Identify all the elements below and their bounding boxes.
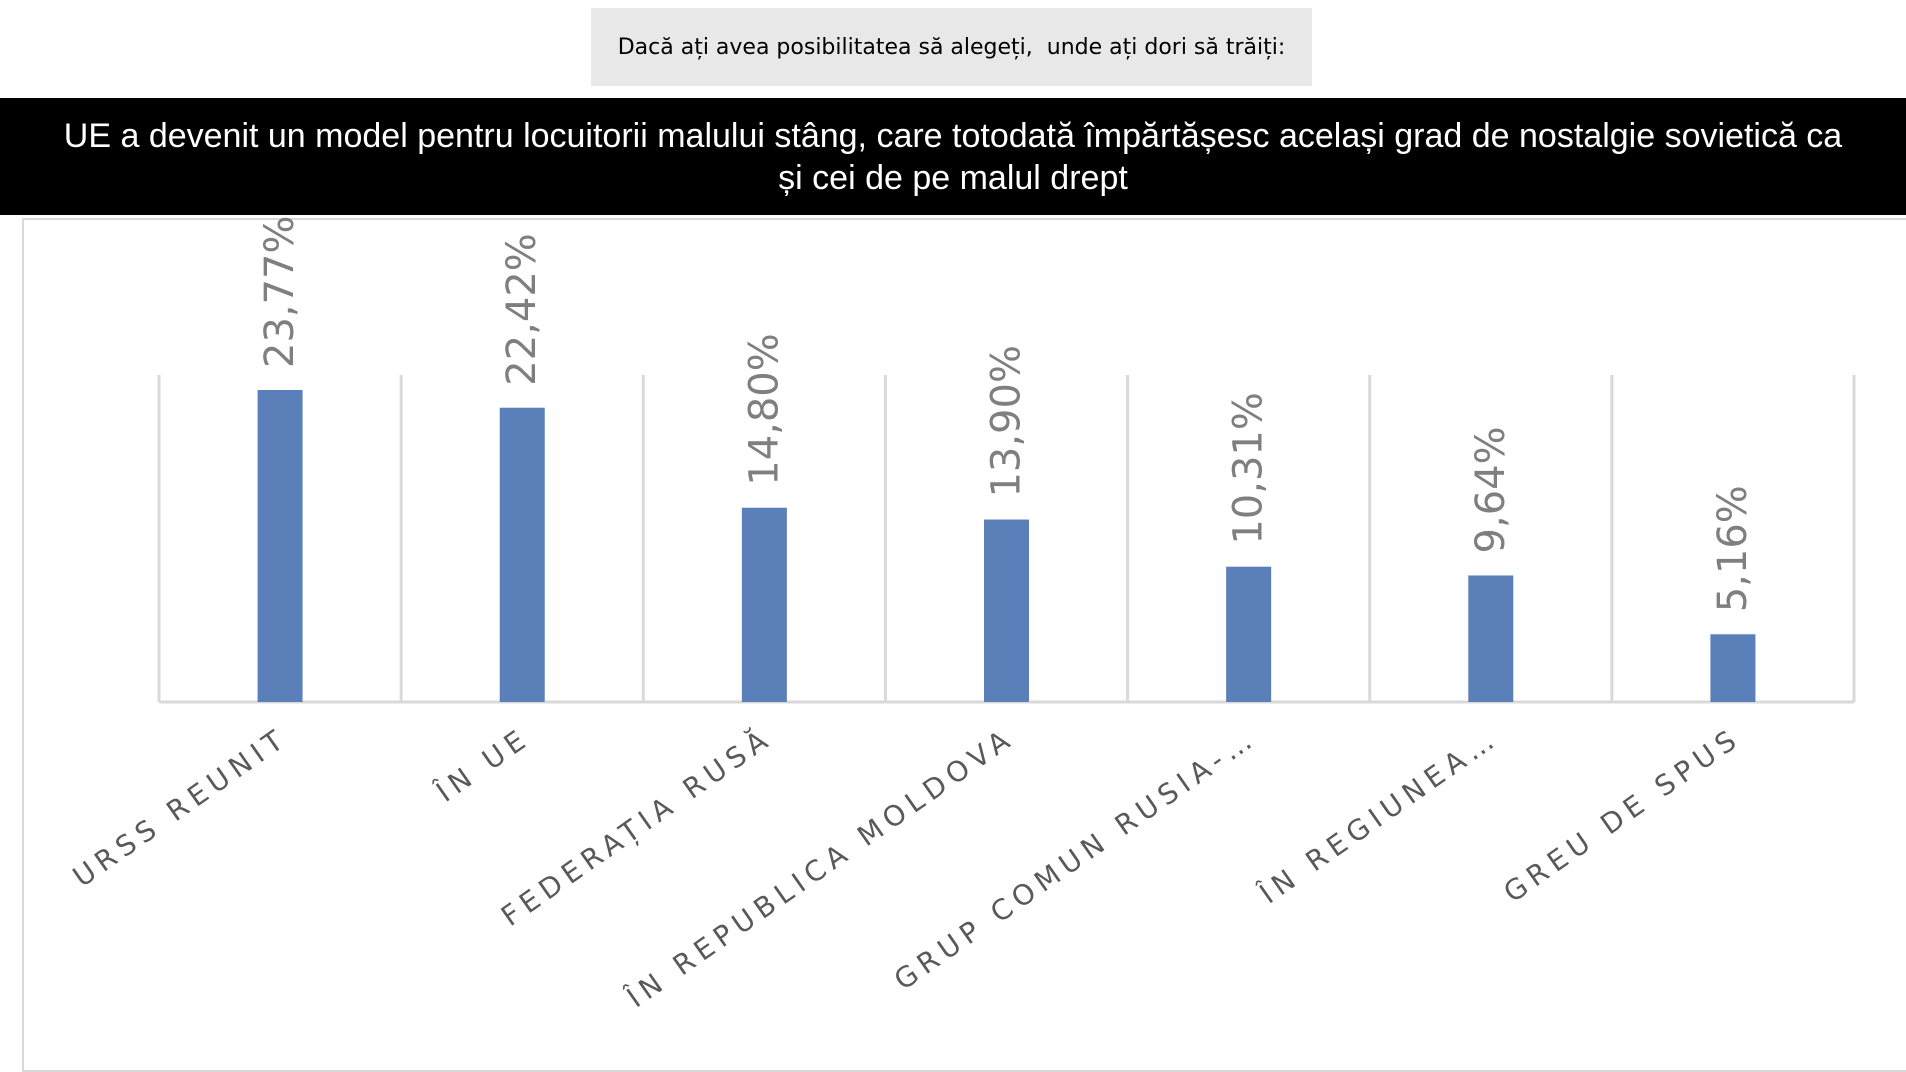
category-label: GREU DE SPUS	[1498, 721, 1747, 909]
value-label: 13,90%	[984, 345, 1030, 498]
bar	[984, 519, 1029, 702]
bar	[1468, 575, 1514, 702]
category-label: FEDERAȚIA RUSĂ	[495, 720, 779, 933]
value-label-layer: 23,77% 22,42% 14,80% 13,90% 10,31% 9,64% 5,16%	[257, 215, 1756, 612]
category-label: ÎN UE	[429, 720, 536, 809]
category-label: ÎN REPUBLICA MOLDOVA	[620, 720, 1021, 1015]
survey-question: Dacă ați avea posibilitatea să alegeți, …	[591, 8, 1312, 86]
value-label: 22,42%	[499, 233, 545, 386]
chart-frame	[22, 218, 1906, 1072]
bar-layer	[257, 390, 1756, 702]
value-label: 10,31%	[1226, 392, 1272, 545]
category-label: URSS REUNIT	[67, 721, 294, 894]
value-label: 9,64%	[1468, 426, 1514, 553]
headline-banner: UE a devenit un model pentru locuitorii …	[0, 98, 1906, 215]
headline-text: UE a devenit un model pentru locuitorii …	[63, 116, 1843, 197]
value-label: 5,16%	[1710, 485, 1756, 612]
value-label: 14,80%	[741, 333, 787, 486]
bar	[1226, 566, 1272, 702]
category-label: ÎN REGIUNEA…	[1252, 720, 1505, 911]
bar	[499, 407, 545, 702]
bar	[1710, 634, 1756, 702]
bar	[741, 507, 787, 702]
value-label: 23,77%	[257, 215, 303, 368]
bar	[257, 390, 303, 702]
